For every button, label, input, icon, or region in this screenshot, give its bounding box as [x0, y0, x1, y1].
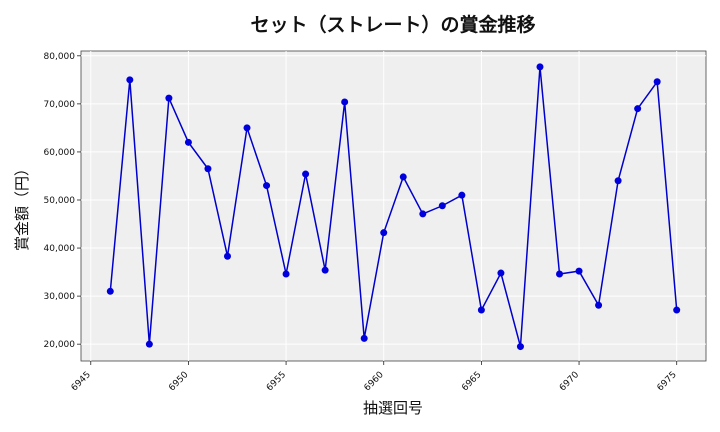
series: [106, 63, 681, 351]
chart-title: セット（ストレート）の賞金推移: [250, 13, 535, 36]
series-line: [109, 66, 678, 347]
data-point: [106, 287, 114, 295]
data-point: [556, 270, 564, 278]
data-point: [204, 165, 212, 173]
x-axis-label: 抽選回号: [363, 399, 423, 417]
data-point: [614, 177, 622, 185]
y-tick-label: 50,000: [44, 196, 76, 206]
grid: [81, 51, 706, 361]
y-tick-label: 60,000: [44, 148, 76, 158]
data-point: [634, 105, 642, 113]
data-point: [282, 270, 290, 278]
data-point: [243, 124, 251, 132]
data-point: [673, 306, 681, 314]
x-tick-label: 6965: [460, 370, 483, 393]
x-tick-label: 6945: [70, 370, 93, 393]
data-point: [341, 98, 349, 106]
data-point: [653, 78, 661, 86]
data-point: [516, 343, 524, 351]
y-axis-label: 賞金額（円）: [13, 161, 31, 251]
data-point: [419, 210, 427, 218]
y-tick-label: 80,000: [44, 52, 76, 62]
x-tick-label: 6970: [558, 370, 581, 393]
data-point: [184, 138, 192, 146]
x-tick-label: 6950: [167, 370, 190, 393]
data-point: [477, 306, 485, 314]
data-point: [223, 252, 231, 260]
y-tick-label: 20,000: [44, 340, 76, 350]
data-point: [536, 63, 544, 71]
x-tick-label: 6960: [363, 370, 386, 393]
data-point: [165, 94, 173, 102]
data-point: [438, 202, 446, 210]
x-tick-label: 6975: [656, 370, 679, 393]
data-point: [399, 173, 407, 181]
y-tick-label: 30,000: [44, 292, 76, 302]
data-point: [458, 191, 466, 199]
data-point: [145, 340, 153, 348]
data-point: [302, 170, 310, 178]
data-point: [575, 267, 583, 275]
data-point: [380, 229, 388, 237]
data-point: [360, 334, 368, 342]
y-tick-label: 40,000: [44, 244, 76, 254]
y-tick-label: 70,000: [44, 100, 76, 110]
data-point: [263, 182, 271, 190]
data-point: [497, 269, 505, 277]
data-point: [595, 301, 603, 309]
data-point: [126, 76, 134, 84]
data-point: [321, 266, 329, 274]
x-tick-label: 6955: [265, 370, 288, 393]
